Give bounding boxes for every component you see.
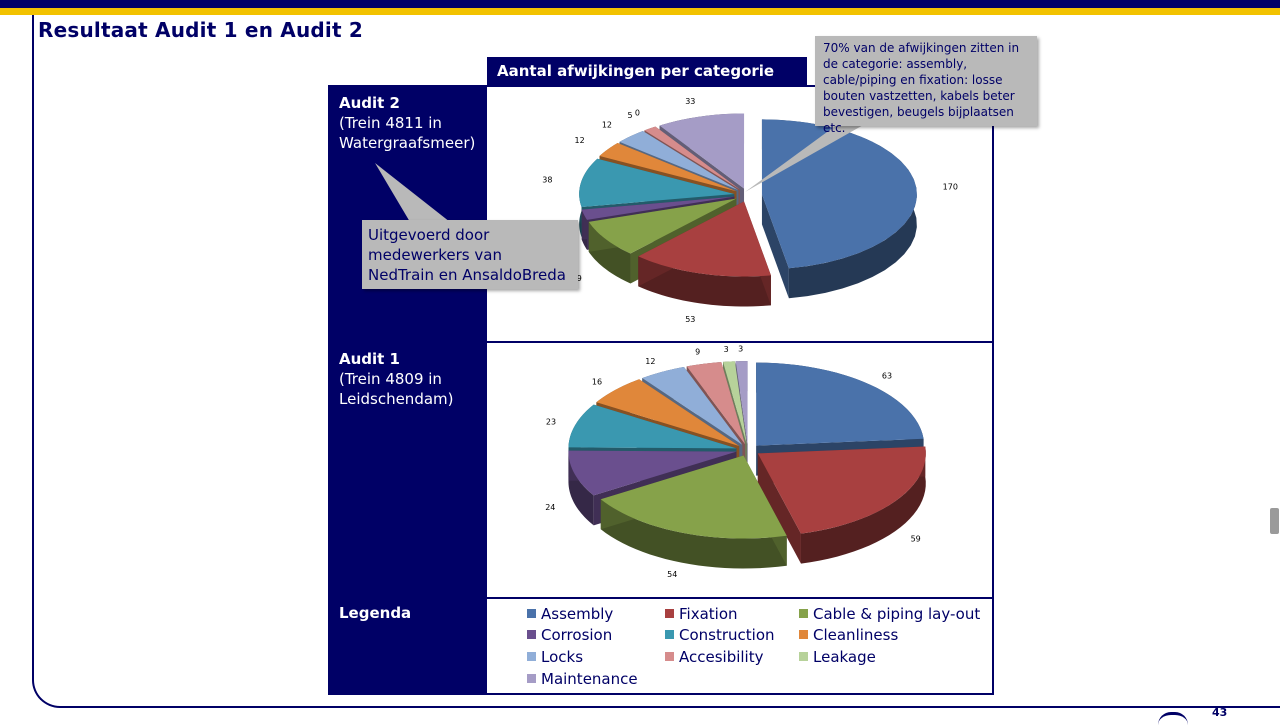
pie-slice [686, 362, 746, 445]
pie-data-label: 24 [545, 503, 555, 512]
pie-data-label: 170 [943, 182, 958, 191]
row-divider [330, 597, 992, 599]
legend-title: Legenda [339, 604, 412, 622]
legend-label: Assembly [541, 605, 614, 623]
legend-item: Cable & piping lay-out [799, 604, 980, 624]
pie-data-label: 12 [575, 136, 585, 145]
legend-swatch [799, 609, 808, 618]
pie-slice [568, 450, 737, 496]
legend-swatch [527, 674, 536, 683]
legend-item: Locks [527, 647, 583, 667]
legend-swatch [665, 609, 674, 618]
legend-swatch [527, 652, 536, 661]
pie-slice-side [600, 499, 787, 569]
pie-data-label: 53 [685, 315, 695, 324]
chart-header: Aantal afwijkingen per categorie [487, 57, 807, 85]
pie-slice [581, 196, 735, 220]
legend-label: Maintenance [541, 670, 638, 688]
pie-slice [642, 366, 743, 445]
pie-slice [722, 361, 747, 445]
pie-slice [644, 126, 740, 190]
pie-slice [619, 131, 739, 191]
legend-label: Accesibility [679, 648, 764, 666]
pie-data-label: 16 [592, 377, 602, 386]
pie-data-label: 63 [882, 371, 892, 380]
legend-item: Leakage [799, 647, 876, 667]
legend-label: Fixation [679, 605, 738, 623]
legend-swatch [799, 652, 808, 661]
legend-label: Locks [541, 648, 584, 666]
pie-data-label: 5 [628, 111, 633, 120]
page-title: Resultaat Audit 1 en Audit 2 [38, 18, 364, 42]
audit1-title: Audit 1 [339, 350, 400, 368]
legend-swatch [527, 630, 536, 639]
pie-slice-edge [761, 194, 789, 299]
pie-slice [638, 201, 771, 277]
legend-swatch [665, 630, 674, 639]
top-accent-bar [0, 8, 1280, 15]
legend-swatch [665, 652, 674, 661]
left-callout: Uitgevoerd door medewerkers van NedTrain… [362, 220, 578, 289]
audit2-label: Audit 2 (Trein 4811 in Watergraafsmeer) [339, 93, 479, 153]
pie-slice [579, 158, 735, 207]
pie-data-label: 38 [542, 176, 552, 185]
legend-item: Assembly [527, 604, 613, 624]
pie-slice [735, 361, 748, 445]
legend-label: Cable & piping lay-out [813, 605, 981, 623]
legend-item: Cleanliness [799, 625, 898, 645]
audit1-subtitle: (Trein 4809 in Leidschendam) [339, 370, 454, 408]
legend-row-label: Legenda [339, 603, 411, 623]
audit2-title: Audit 2 [339, 94, 400, 112]
pie-data-label: 23 [546, 418, 556, 427]
pie-data-label: 0 [635, 109, 640, 118]
legend-swatch [527, 609, 536, 618]
pie-data-label: 3 [724, 345, 729, 354]
legend-label: Corrosion [541, 626, 613, 644]
pie-slice [659, 113, 745, 189]
audit2-subtitle: (Trein 4811 in Watergraafsmeer) [339, 114, 476, 152]
legend-item: Construction [665, 625, 775, 645]
pie-slice [756, 362, 924, 446]
legend-label: Leakage [813, 648, 876, 666]
pie-slice [600, 455, 787, 539]
pie-data-label: 3 [738, 345, 743, 354]
pie-slice-side [568, 450, 594, 526]
pie-data-label: 59 [911, 534, 921, 543]
legend-item: Accesibility [665, 647, 764, 667]
pie-data-label: 12 [602, 120, 612, 129]
pie-slice [588, 198, 737, 254]
legend-item: Fixation [665, 604, 738, 624]
legend-swatch [799, 630, 808, 639]
page-number: 43 [1212, 706, 1228, 719]
pie-data-label: 9 [695, 348, 700, 357]
pie-slice [596, 379, 740, 446]
audit1-label: Audit 1 (Trein 4809 in Leidschendam) [339, 349, 479, 409]
pie-slice-edge [757, 453, 801, 564]
legend-item: Maintenance [527, 669, 638, 689]
top-bar [0, 0, 1280, 8]
pie-slice-side [800, 446, 926, 564]
legend-label: Cleanliness [813, 626, 899, 644]
pie-slice [757, 446, 926, 534]
top-callout: 70% van de afwijkingen zitten in de cate… [815, 36, 1037, 135]
slide-frame [32, 15, 1280, 708]
audit2-pie-chart: 17053293812125033 [542, 97, 958, 324]
pie-slice [599, 143, 737, 192]
scroll-handle[interactable] [1270, 508, 1279, 534]
ns-logo-icon [1158, 712, 1188, 725]
pie-data-label: 54 [667, 570, 677, 579]
legend-item: Corrosion [527, 625, 612, 645]
legend: Assembly Fixation Cable & piping lay-out… [527, 604, 987, 692]
pie-data-label: 12 [645, 357, 655, 366]
audit1-pie-chart: 63 59 54 24 23 16 12 9 3 3 [545, 345, 926, 579]
pie-data-label: 33 [685, 97, 695, 106]
pie-slice [568, 404, 737, 449]
legend-label: Construction [679, 626, 775, 644]
row-divider [330, 341, 992, 343]
